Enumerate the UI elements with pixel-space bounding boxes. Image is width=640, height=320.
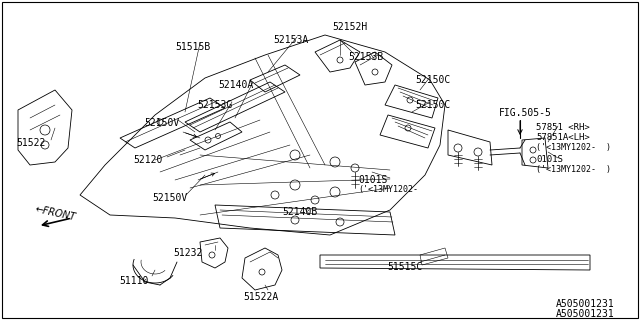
Text: 52150V: 52150V [152,193,188,203]
Text: 52140A: 52140A [218,80,253,90]
Text: 0101S: 0101S [358,175,387,185]
Text: ('<13MY1202-  ): ('<13MY1202- ) [536,143,611,152]
Text: ←FRONT: ←FRONT [34,204,76,222]
Text: A505001231: A505001231 [556,299,615,309]
Text: 51515C: 51515C [387,262,422,272]
Text: ('<13MY1202-: ('<13MY1202- [358,185,418,194]
Text: 51232: 51232 [173,248,202,258]
Text: 52152H: 52152H [332,22,367,32]
Text: 51522: 51522 [16,138,45,148]
Text: 52150C: 52150C [415,100,451,110]
Text: 52150C: 52150C [415,75,451,85]
Text: A505001231: A505001231 [556,309,615,319]
Text: 57851 <RH>: 57851 <RH> [536,123,589,132]
Text: 52153B: 52153B [348,52,383,62]
Text: 51522A: 51522A [243,292,278,302]
Text: 57851A<LH>: 57851A<LH> [536,133,589,142]
Text: 52153A: 52153A [273,35,308,45]
Text: 52153G: 52153G [197,100,232,110]
Text: 51110: 51110 [119,276,148,286]
Text: 52150V: 52150V [144,118,179,128]
Text: FIG.505-5: FIG.505-5 [499,108,552,118]
Text: ('<13MY1202-  ): ('<13MY1202- ) [536,165,611,174]
Text: 51515B: 51515B [175,42,211,52]
Text: 52120: 52120 [133,155,163,165]
Text: 0101S: 0101S [536,155,563,164]
Text: 52140B: 52140B [282,207,317,217]
